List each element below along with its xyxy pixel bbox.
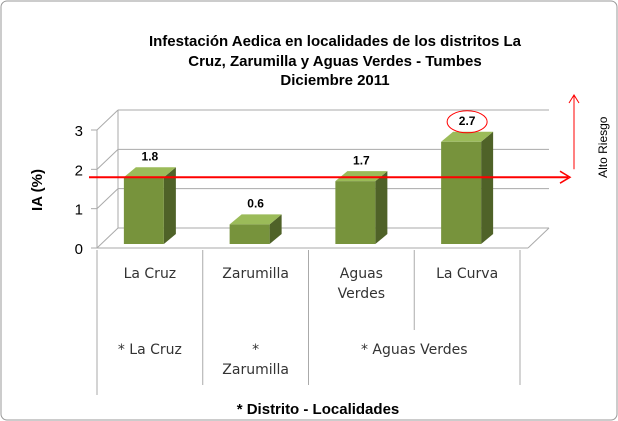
y-tick-label: 3 [75,123,83,140]
x-tick-label: Zarumilla [222,266,289,282]
bar-side [481,131,494,244]
chart-title: Diciembre 2011 [280,72,389,89]
x-tick-label: La Cruz [123,266,177,282]
bar-top [335,171,388,182]
x-tick-label: La Curva [436,266,499,282]
highlight-circle [446,110,488,134]
bar [123,177,164,244]
bar-top [229,214,282,225]
floor-right [527,227,550,249]
bar [335,181,376,244]
value-label: 2.7 [459,114,476,128]
chart-title: Infestación Aedica en localidades de los… [149,33,522,50]
bar-side [163,167,176,244]
x-axis-label: * Distrito - Localidades [237,401,400,418]
value-label: 1.7 [353,153,370,167]
bar [441,141,482,244]
risk-arrowhead [568,94,580,104]
y-tick-label: 0 [75,241,83,258]
threshold-arrowhead [559,170,572,184]
grid-line [96,227,119,249]
y-tick-label: 1 [75,202,83,219]
group-label: * Aguas Verdes [360,342,468,358]
bar [229,224,270,244]
bar-top [441,131,494,142]
value-label: 1.8 [142,149,159,163]
bar-side [375,171,388,244]
chart-title: Cruz, Zarumilla y Aguas Verdes - Tumbes [188,53,481,70]
value-label: 0.6 [247,197,264,211]
grid-line [96,148,119,170]
threshold-label: Alto Riesgo [596,116,610,178]
grid-line [96,109,119,131]
grid-line [96,188,119,210]
y-tick-label: 2 [75,162,83,179]
group-label: * Zarumilla [222,342,289,378]
y-axis-label: IA (%) [29,169,46,211]
bar-top [123,167,176,178]
x-tick-label: Aguas Verdes [337,266,386,302]
group-label: * La Cruz [117,342,182,358]
bar-side [269,214,282,244]
